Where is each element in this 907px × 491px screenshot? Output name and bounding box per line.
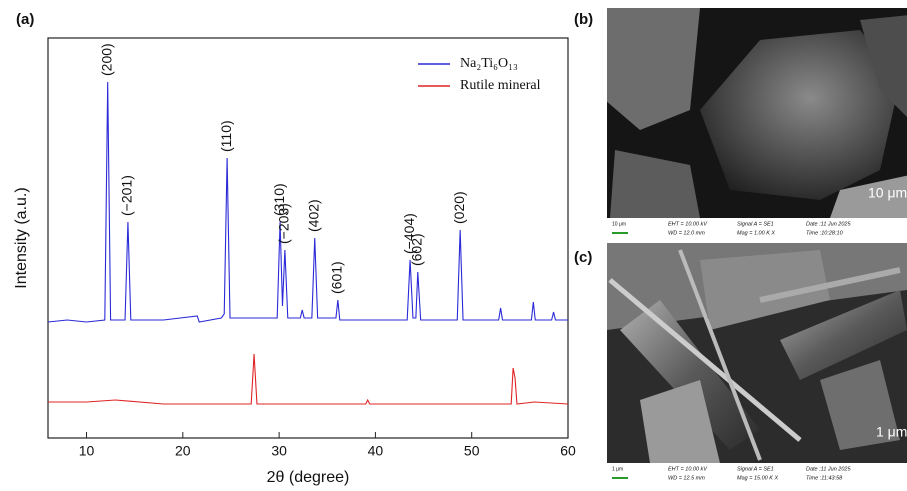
info-text: EHT = 10.00 kV [668, 221, 708, 227]
x-tick-label: 40 [368, 443, 384, 459]
peak-label: (310) [271, 183, 287, 216]
peak-label: (110) [218, 120, 234, 152]
info-text: Mag = 1.00 K X [737, 230, 775, 236]
peak-label: (020) [451, 191, 467, 224]
x-tick-label: 60 [560, 443, 576, 459]
panel-label: (b) [574, 11, 593, 28]
info-text: Mag = 15.00 K X [737, 475, 778, 481]
info-bar [607, 218, 907, 240]
peak-label: (−203) [276, 203, 292, 244]
data-line [47, 81, 568, 323]
peak-label: (−404) [401, 213, 417, 254]
info-text: EHT = 10.00 kV [668, 466, 708, 472]
x-axis-label: 2θ (degree) [267, 469, 350, 486]
x-tick-label: 10 [79, 443, 95, 459]
info-text: Date :11 Jun 2025 [806, 221, 851, 227]
peak-label: (602) [408, 233, 424, 266]
scale-text: 10 μm [868, 185, 907, 201]
peak-label: (402) [305, 199, 321, 232]
info-text: WD = 12.0 mm [668, 230, 705, 236]
info-text: 1 μm [612, 466, 623, 472]
sem-image-b [607, 8, 907, 218]
peak-label: (601) [329, 261, 345, 294]
info-text: Time :11:43:58 [806, 475, 843, 481]
sem-image-c [607, 243, 907, 463]
peak-label: (−201) [119, 175, 135, 216]
data-line [48, 353, 569, 405]
panel-label: (c) [574, 249, 592, 266]
plot-frame [47, 37, 569, 439]
info-text: WD = 12.5 mm [668, 475, 705, 481]
y-axis-label: Intensity (a.u.) [13, 187, 30, 288]
legend-label: Rutile mineral [460, 78, 541, 93]
x-tick-label: 20 [175, 443, 191, 459]
x-tick-label: 50 [464, 443, 480, 459]
panel-label: (a) [16, 11, 34, 28]
peak-label: (200) [98, 43, 114, 76]
legend-label: Na₂Ti₆O₁₃ [460, 56, 518, 71]
x-tick-label: 30 [271, 443, 287, 459]
info-text: 10 μm [612, 221, 626, 227]
info-text: Signal A = SE1 [737, 466, 774, 472]
info-text: Time :10:28:10 [806, 230, 844, 236]
scale-text: 1 μm [876, 424, 907, 440]
info-bar [607, 463, 907, 491]
info-text: Date :11 Jun 2025 [806, 466, 851, 472]
info-text: Signal A = SE1 [737, 221, 774, 227]
